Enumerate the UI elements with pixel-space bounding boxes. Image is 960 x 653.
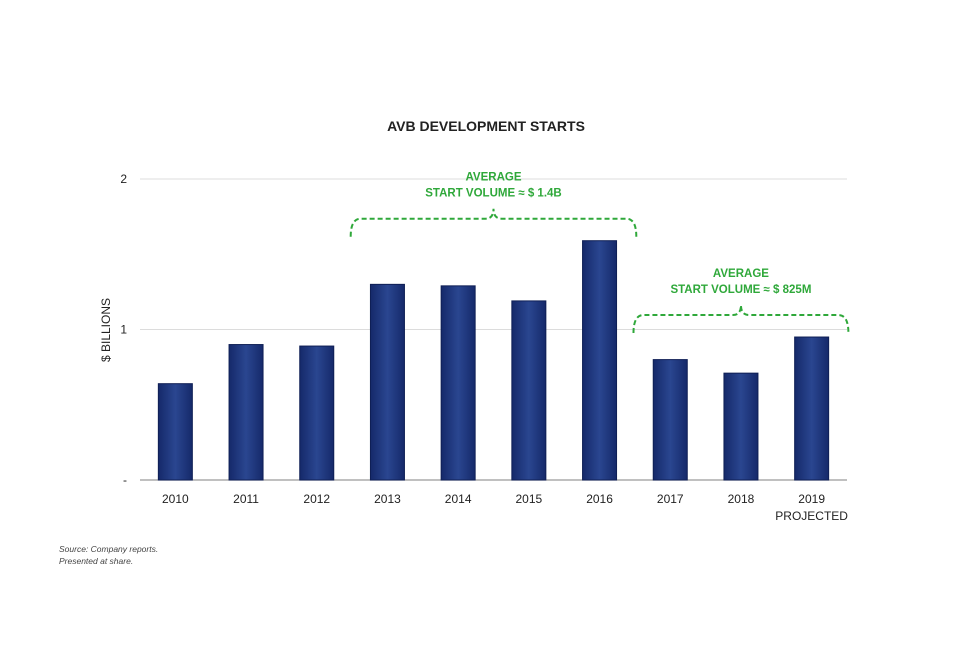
annotation-brace <box>349 208 638 237</box>
x-tick-label: 2016 <box>586 492 613 506</box>
presented-at-share-note: Presented at share. <box>59 556 134 566</box>
x-tick-label: 2015 <box>515 492 542 506</box>
bar-2014 <box>440 285 476 481</box>
bar-2012 <box>299 345 335 481</box>
y-tick-labels: - 1 2 <box>120 172 127 487</box>
bar-2013 <box>369 283 405 481</box>
x-tick-label: 2019 <box>798 492 825 506</box>
x-tick-label: 2017 <box>657 492 684 506</box>
bar-2018 <box>723 372 759 481</box>
bar-2015 <box>511 300 547 481</box>
bars <box>157 240 830 481</box>
annotation-text: AVERAGE <box>465 172 521 184</box>
annotation-brace <box>632 304 850 334</box>
x-tick-label: 2012 <box>303 492 330 506</box>
bar-2010 <box>157 383 193 481</box>
y-tick-label: - <box>123 473 127 487</box>
y-tick-label: 1 <box>120 323 127 337</box>
x-tick-labels: 2010 2011 2012 2013 2014 2015 2016 2017 2018 2019… <box>162 492 848 523</box>
annotation-text: AVERAGE <box>713 268 769 280</box>
annotation-text: START VOLUME ≈ $ 825M <box>670 284 811 296</box>
annotations: AVERAGE START VOLUME ≈ $ 1.4B AVERAGE START… <box>349 172 850 334</box>
x-tick-label: 2014 <box>445 492 472 506</box>
annotation-text: START VOLUME ≈ $ 1.4B <box>425 188 561 200</box>
x-tick-label: 2013 <box>374 492 401 506</box>
bar-2017 <box>652 359 688 481</box>
x-tick-label: 2018 <box>728 492 755 506</box>
source-line: Source: Company reports. <box>59 544 159 554</box>
bar-2019 <box>794 336 830 481</box>
source-note: Source: Company reports. Presented at sh… <box>59 543 158 567</box>
bar-2011 <box>228 344 264 481</box>
y-axis-label: $ BILLIONS <box>99 298 113 362</box>
x-tick-label: 2010 <box>162 492 189 506</box>
chart-title: AVB DEVELOPMENT STARTS <box>387 118 585 134</box>
x-tick-sublabel: PROJECTED <box>775 509 848 523</box>
x-tick-label: 2011 <box>233 492 259 506</box>
bar-2016 <box>582 240 618 481</box>
y-tick-label: 2 <box>120 172 127 186</box>
